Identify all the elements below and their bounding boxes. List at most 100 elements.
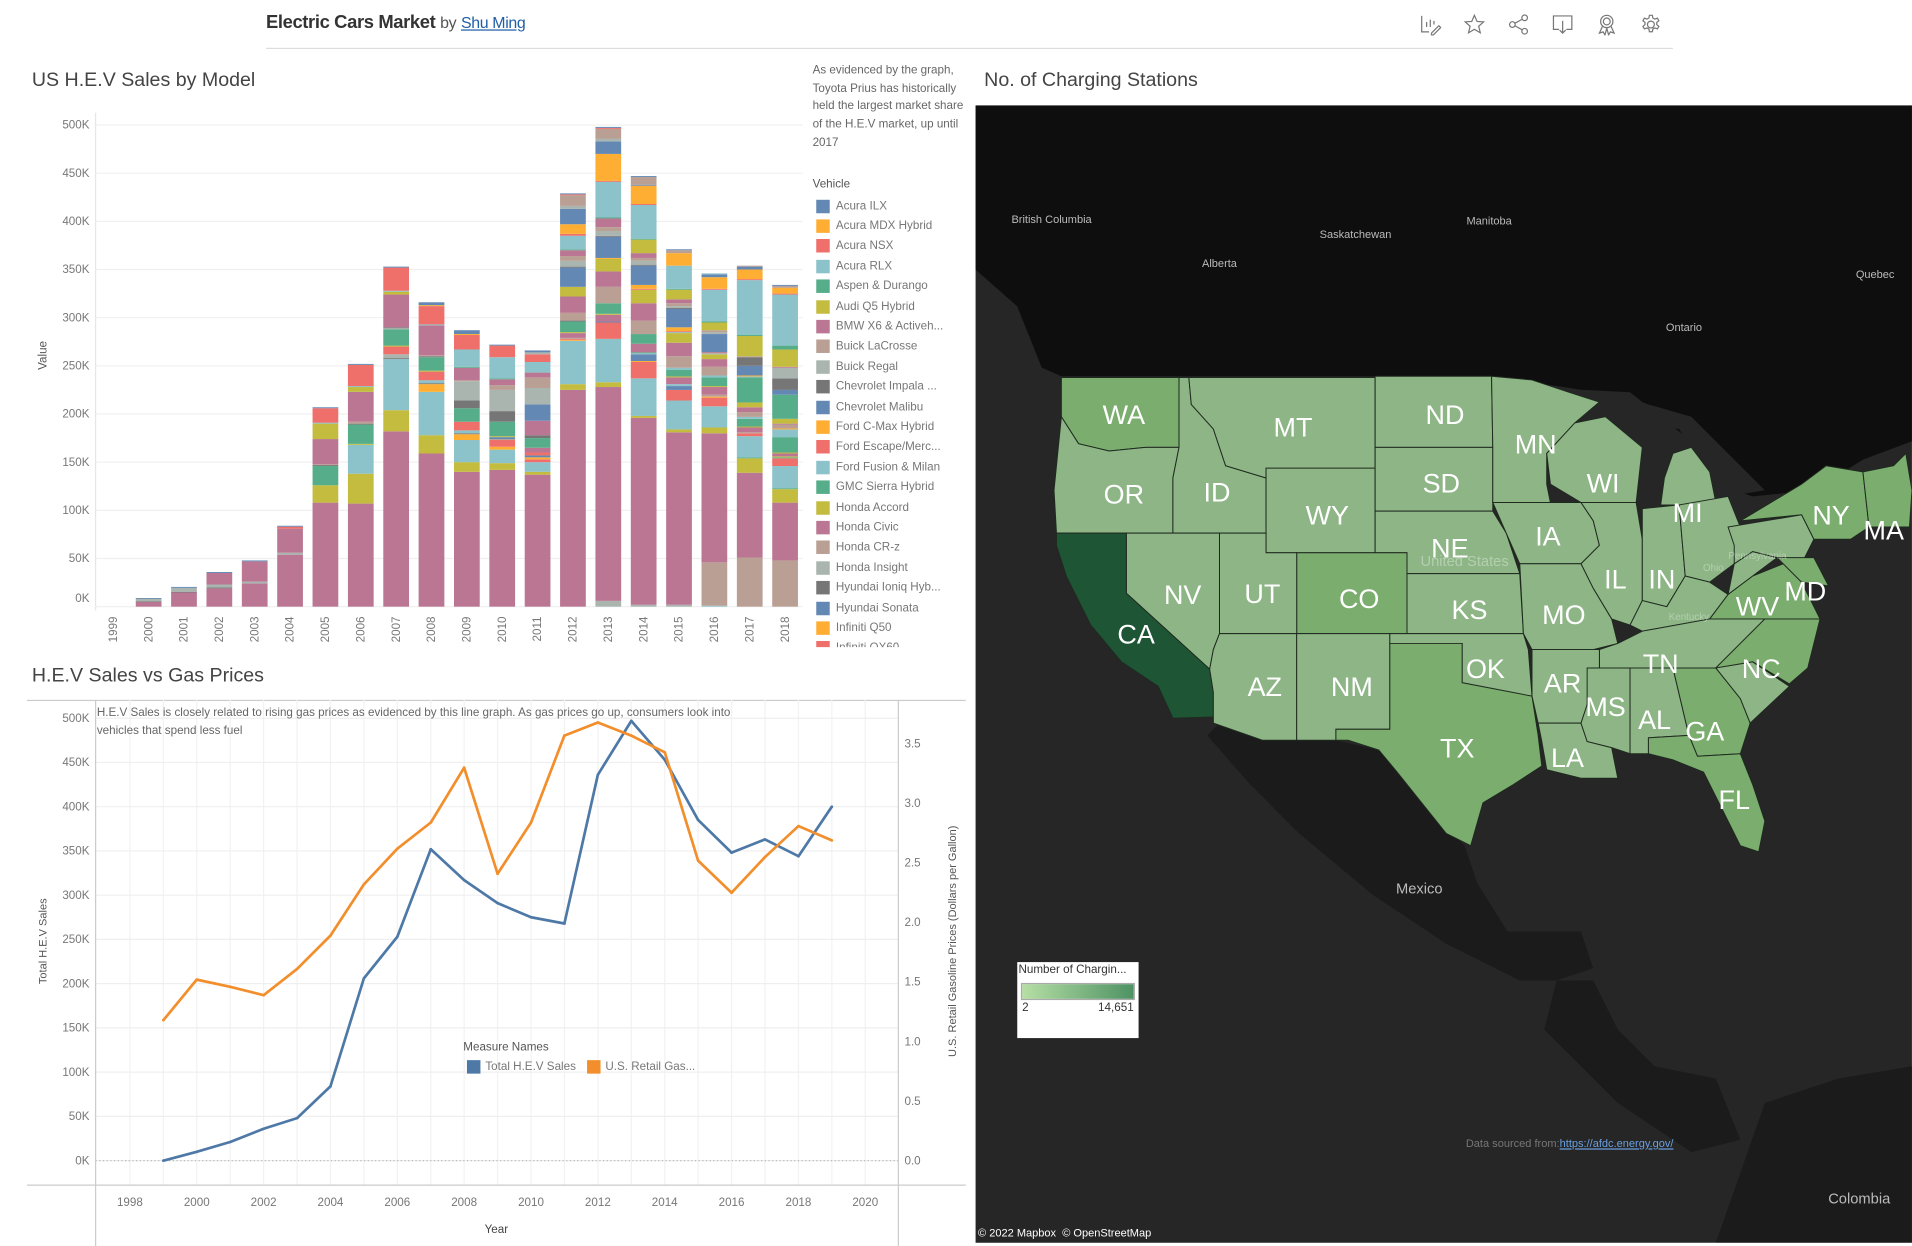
legend-item[interactable]: Honda Insight <box>813 558 972 578</box>
legend-item[interactable]: Honda CR-z <box>813 538 972 558</box>
legend-swatch <box>816 199 830 213</box>
bar-segment <box>630 417 657 605</box>
data-point <box>797 824 800 828</box>
legend-item[interactable]: Audi Q5 Hybrid <box>813 297 972 317</box>
legend-item-gas[interactable]: U.S. Retail Gas... <box>605 1060 696 1074</box>
legend-item[interactable]: Aspen & Durango <box>813 276 972 296</box>
author-link[interactable]: Shu Ming <box>460 13 526 32</box>
edit-button[interactable] <box>1419 13 1442 36</box>
legend-item[interactable]: Acura RLX <box>813 256 972 276</box>
place-label: Mexico <box>1396 881 1443 897</box>
bar-segment <box>666 250 692 254</box>
bar-segment <box>595 286 622 304</box>
source-link[interactable]: https://afdc.energy.gov/ <box>1559 1137 1674 1150</box>
south-america-land <box>1715 1066 1912 1243</box>
state-tx[interactable] <box>1335 642 1543 847</box>
download-icon <box>1552 15 1573 34</box>
badge-button[interactable] <box>1596 13 1618 37</box>
state-wi[interactable] <box>1546 416 1643 503</box>
legend-item[interactable]: Acura MDX Hybrid <box>813 216 972 236</box>
legend-item[interactable]: BMW X6 & Activeh... <box>813 317 972 337</box>
x-tick-label: 2018 <box>785 1196 811 1209</box>
bar-segment <box>241 583 268 607</box>
bar-segment <box>736 436 763 458</box>
state-il[interactable] <box>1580 502 1643 626</box>
legend-item[interactable]: Buick Regal <box>813 357 972 377</box>
vehicle-legend[interactable]: Vehicle Acura ILX Acura MDX Hybrid Acura N… <box>813 178 972 648</box>
state-fl[interactable] <box>1647 734 1766 853</box>
data-point <box>395 935 399 939</box>
bar-segment <box>701 330 728 333</box>
bar-segment <box>453 381 480 401</box>
bar-segment <box>736 375 763 377</box>
place-label: United States <box>1420 554 1508 570</box>
legend-item[interactable]: Hyundai Sonata <box>813 598 972 618</box>
legend-item[interactable]: Honda Accord <box>813 497 972 517</box>
bar-segment <box>630 184 657 186</box>
bar-segment <box>736 279 763 281</box>
legend-item[interactable]: Acura ILX <box>813 196 972 216</box>
sales-vs-gas-note: H.E.V Sales is closely related to rising… <box>96 705 731 738</box>
state-ca[interactable] <box>1055 532 1214 719</box>
bar-segment <box>772 488 798 490</box>
bar-segment <box>666 288 692 290</box>
data-point <box>195 1150 199 1154</box>
legend-item[interactable]: GMC Sierra Hybrid <box>813 477 972 497</box>
y-tick-label: 300K <box>62 889 89 902</box>
state-nc[interactable] <box>1714 618 1821 685</box>
legend-item[interactable]: Infiniti QX60 <box>813 638 972 648</box>
legend-item[interactable]: Infiniti Q50 <box>813 618 972 638</box>
bar-segment <box>347 473 374 504</box>
legend-item[interactable]: Ford Fusion & Milan <box>813 457 972 477</box>
charging-stations-map[interactable]: British Columbia Alberta Saskatchewan Manit… <box>975 105 1912 1243</box>
gear-button[interactable] <box>1640 13 1662 35</box>
by-text: by <box>440 13 457 32</box>
legend-item[interactable]: Ford Escape/Merc... <box>813 437 972 457</box>
legend-label: Infiniti QX60 <box>836 641 899 647</box>
sales-by-model-note: As evidenced by the graph, Toyota Prius … <box>812 63 964 150</box>
legend-item[interactable]: Ford C-Max Hybrid <box>813 417 972 437</box>
bar-segment <box>595 321 622 323</box>
bar-segment <box>630 303 657 321</box>
bar-segment <box>736 472 763 558</box>
measure-legend[interactable]: Measure Names Total H.E.V Sales U.S. Ret… <box>463 1041 695 1074</box>
map-attribution[interactable]: © 2022 Mapbox © OpenStreetMap <box>978 1226 1152 1240</box>
x-tick-label: 2006 <box>354 616 367 642</box>
bar-segment <box>453 366 480 368</box>
bar-segment <box>312 439 339 465</box>
legend-item[interactable]: Chevrolet Malibu <box>813 397 972 417</box>
bar-segment <box>630 343 657 353</box>
bar-segment <box>701 396 728 398</box>
legend-item[interactable]: Chevrolet Impala ... <box>813 377 972 397</box>
bar-segment <box>630 265 657 285</box>
state-label: CO <box>1339 584 1379 614</box>
y-tick-label: 500K <box>62 119 89 132</box>
bar-segment <box>595 600 622 607</box>
legend-label: Buick Regal <box>835 360 899 374</box>
bar-segment <box>666 253 692 266</box>
bar-segment <box>524 457 551 460</box>
legend-item[interactable]: Hyundai Ioniq Hyb... <box>813 578 972 598</box>
state-md[interactable] <box>1775 557 1830 587</box>
bar-segment <box>383 345 410 347</box>
bar-segment <box>736 426 763 428</box>
legend-item[interactable]: Acura NSX <box>813 236 972 256</box>
bar-segment <box>489 449 516 464</box>
place-label: Kentucky <box>1669 612 1709 623</box>
bar-segment <box>666 331 692 333</box>
bar-segment <box>772 424 798 429</box>
bar-segment <box>453 334 480 336</box>
legend-item-sales[interactable]: Total H.E.V Sales <box>485 1060 576 1074</box>
x-tick-label: 2013 <box>602 616 615 642</box>
legend-item[interactable]: Buick LaCrosse <box>813 337 972 357</box>
download-button[interactable] <box>1552 13 1574 35</box>
bar-segment <box>666 367 692 370</box>
bar-segment <box>560 332 586 334</box>
bar-segment <box>701 375 728 378</box>
legend-item[interactable]: Honda Civic <box>813 518 972 538</box>
y-tick-label: 250K <box>62 933 89 946</box>
bar-segment <box>418 391 445 436</box>
share-button[interactable] <box>1507 13 1529 35</box>
star-button[interactable] <box>1463 13 1486 35</box>
dashboard-title: Electric Cars Market by Shu Ming <box>266 12 526 33</box>
